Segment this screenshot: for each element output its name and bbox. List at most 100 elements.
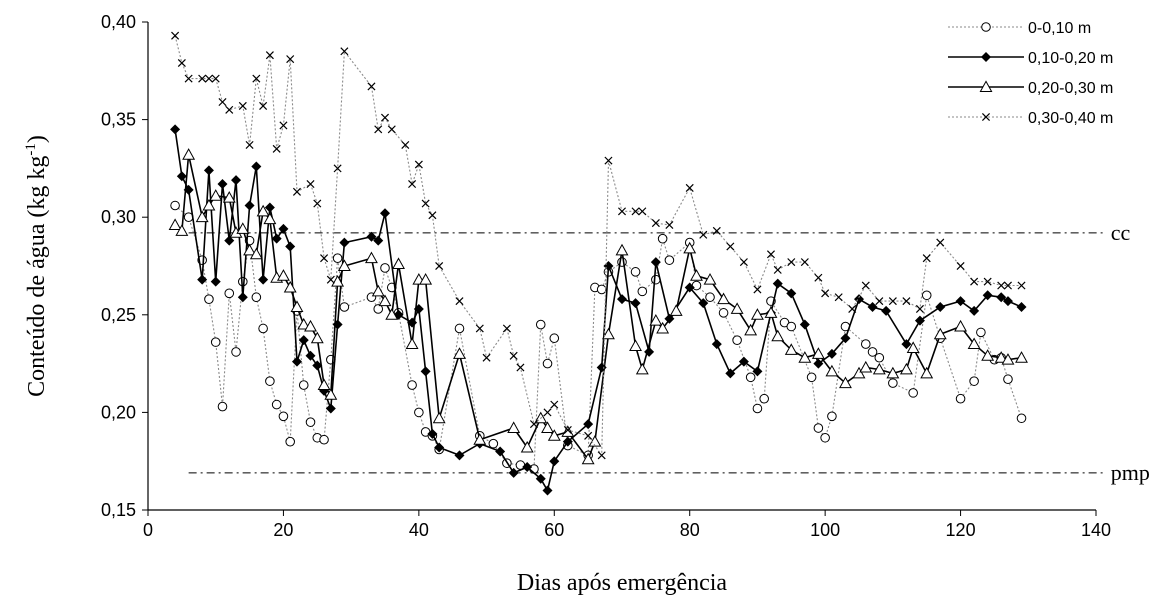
reference-lines: cc pmp — [188, 220, 1150, 485]
legend-label: 0-0,10 m — [1028, 20, 1091, 37]
data-point — [651, 219, 660, 228]
y-axis-title-sup: -1 — [23, 143, 39, 156]
data-point — [848, 304, 857, 313]
data-point — [380, 208, 390, 219]
data-point — [902, 297, 911, 306]
data-point — [278, 223, 289, 234]
data-point — [210, 337, 221, 347]
data-point — [784, 343, 798, 355]
x-tick-label: 20 — [273, 520, 293, 540]
data-point — [739, 258, 748, 267]
data-point — [210, 276, 221, 287]
data-point — [236, 222, 250, 234]
series-line-4 — [174, 35, 1022, 457]
data-point — [414, 160, 423, 169]
data-point — [387, 125, 396, 134]
data-point — [529, 420, 538, 429]
data-point — [787, 258, 796, 267]
data-point — [630, 298, 641, 309]
data-point — [936, 238, 945, 247]
legend-label: 0,30-0,40 m — [1028, 110, 1113, 127]
data-point — [630, 267, 641, 277]
data-point — [631, 207, 640, 216]
data-point — [699, 230, 708, 239]
data-point — [744, 323, 758, 336]
legend-marker — [981, 112, 991, 122]
data-point — [826, 348, 837, 359]
data-point — [827, 411, 837, 422]
data-point — [385, 308, 399, 320]
data-point — [976, 327, 986, 338]
data-point — [915, 304, 924, 313]
x-tick-label: 120 — [946, 520, 976, 540]
data-point — [265, 376, 275, 386]
data-point — [908, 388, 918, 398]
data-point — [251, 292, 262, 303]
data-point — [278, 411, 289, 422]
data-point — [408, 179, 417, 189]
data-point — [956, 261, 965, 271]
data-point — [175, 224, 189, 236]
data-point — [297, 317, 311, 330]
y-axis-title: Conteúdo de água (kg kg-1) — [23, 135, 50, 397]
data-point — [730, 302, 744, 314]
data-point — [507, 421, 521, 433]
data-point — [954, 319, 968, 332]
data-point — [888, 297, 897, 306]
data-point — [825, 364, 839, 377]
data-point — [596, 284, 607, 295]
data-point — [799, 319, 810, 330]
data-point — [717, 292, 731, 305]
legend: 0-0,10 m 0,10-0,20 m 0,20-0,30 m 0,30-0,40 … — [948, 20, 1113, 127]
y-tick-label: 0,40 — [101, 12, 136, 32]
series-layer — [168, 31, 1028, 496]
data-point — [685, 183, 694, 192]
y-tick-label: 0,30 — [101, 207, 136, 227]
legend-label: 0,10-0,20 m — [1028, 50, 1113, 67]
data-point — [718, 308, 729, 318]
data-point — [222, 191, 236, 203]
data-point — [549, 456, 560, 467]
data-point — [419, 273, 433, 285]
data-point — [581, 452, 595, 465]
data-point — [800, 258, 809, 267]
data-point — [1003, 374, 1013, 385]
axes — [147, 22, 1096, 511]
data-point — [333, 164, 342, 173]
data-point — [256, 204, 270, 217]
data-point — [901, 339, 912, 350]
data-point — [286, 55, 295, 64]
data-point — [380, 263, 390, 273]
data-point — [798, 351, 812, 363]
data-point — [520, 440, 534, 453]
data-point — [814, 273, 823, 282]
data-point — [705, 292, 715, 303]
series-4 — [171, 31, 1026, 460]
data-point — [217, 179, 228, 190]
data-point — [414, 407, 424, 418]
data-point — [981, 349, 995, 361]
data-point — [982, 290, 993, 301]
data-point — [310, 331, 324, 344]
data-point — [522, 462, 533, 473]
data-point — [258, 274, 269, 285]
data-point — [665, 220, 674, 230]
data-point — [549, 333, 560, 344]
data-point — [319, 434, 329, 445]
data-point — [690, 269, 703, 281]
data-point — [182, 148, 196, 160]
data-point — [933, 327, 947, 340]
data-point — [217, 401, 228, 412]
data-point — [259, 101, 268, 110]
data-point — [337, 259, 351, 271]
data-point — [243, 243, 257, 256]
data-point — [304, 319, 317, 332]
data-point — [305, 350, 316, 361]
data-point — [561, 425, 575, 437]
data-point — [872, 362, 886, 375]
data-point — [454, 450, 465, 461]
y-axis-title-close: ) — [24, 135, 50, 143]
data-point — [860, 339, 871, 349]
data-point — [276, 269, 290, 281]
